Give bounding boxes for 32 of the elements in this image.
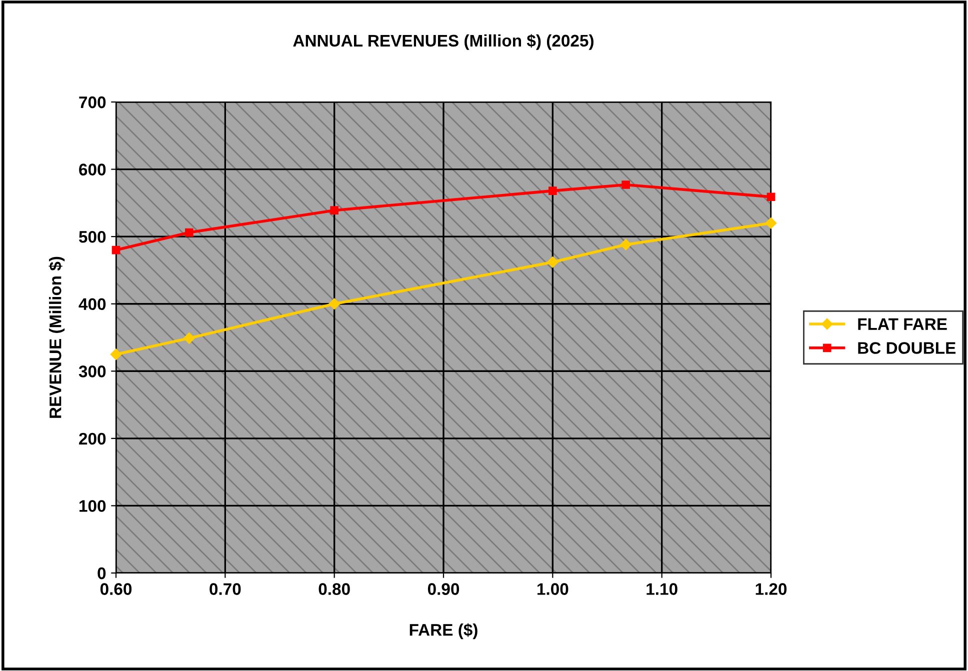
point — [766, 192, 776, 202]
y-tick-label: 300 — [78, 366, 106, 378]
x-tick-label: 1.00 — [538, 583, 568, 595]
point — [548, 186, 557, 195]
point — [184, 332, 195, 344]
legend-label: FLAT FARE — [858, 318, 947, 330]
point — [110, 348, 122, 360]
y-tick-label: 100 — [80, 500, 106, 512]
x-axis-title: FARE ($) — [410, 623, 478, 640]
point — [547, 256, 558, 268]
y-tick-label: 700 — [79, 96, 106, 108]
point — [330, 206, 338, 214]
x-tick-label: 0.90 — [428, 583, 460, 595]
x-tick-label: 0.60 — [100, 583, 132, 595]
y-tick-label: 500 — [78, 230, 106, 243]
point — [112, 246, 120, 254]
point — [622, 180, 630, 189]
point — [328, 298, 340, 310]
x-tick-label: 0.80 — [318, 583, 350, 595]
y-tick-label: 400 — [78, 298, 106, 310]
y-tick-label: 600 — [79, 164, 106, 176]
x-tick-label: 1.10 — [646, 583, 678, 595]
point — [620, 239, 632, 250]
legend-label: BC DOUBLE — [858, 342, 956, 354]
point — [184, 228, 194, 237]
y-tick-label: 200 — [79, 432, 106, 445]
point — [765, 218, 777, 229]
x-tick-label: 0.70 — [210, 583, 241, 595]
y-axis-title: REVENUE (Million $) — [48, 256, 65, 418]
x-tick-label: 1.20 — [756, 583, 787, 595]
chart-title: ANNUAL REVENUES (Million $) (2025) — [293, 34, 594, 50]
y-tick-label: 0 — [98, 567, 106, 580]
